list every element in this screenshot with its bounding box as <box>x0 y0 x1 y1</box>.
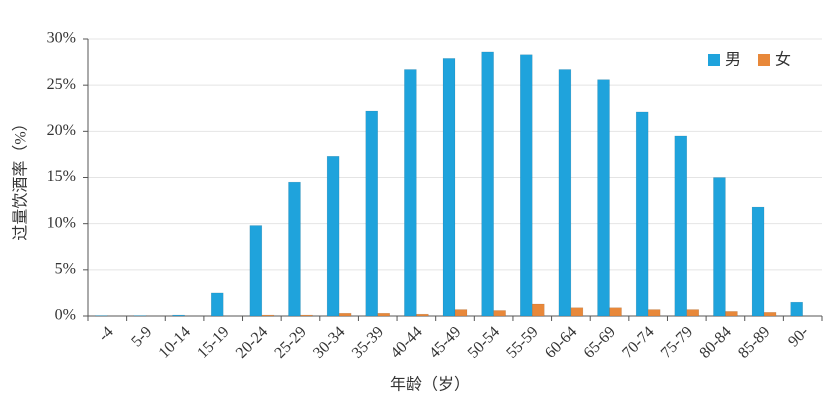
x-tick-label: 50-54 <box>465 323 503 361</box>
bar <box>520 54 533 317</box>
bar <box>454 309 468 317</box>
y-tick-label: 0% <box>55 307 76 324</box>
x-tick-label: 10-14 <box>156 323 194 361</box>
bar <box>635 111 649 317</box>
bar <box>493 310 506 317</box>
x-tick-label: 5-9 <box>128 323 155 350</box>
bar <box>365 110 378 317</box>
legend-swatch <box>758 54 770 66</box>
x-tick-label: -4 <box>95 323 116 344</box>
bar <box>597 79 610 317</box>
bar <box>532 303 545 317</box>
y-tick-label: 15% <box>47 168 76 185</box>
bar <box>442 58 456 317</box>
y-tick-label: 10% <box>47 214 76 231</box>
bar <box>172 314 185 317</box>
x-tick-label: 65-69 <box>581 323 619 361</box>
x-tick-label: 35-39 <box>349 323 387 361</box>
bar <box>210 292 224 317</box>
bar <box>326 156 340 317</box>
bar <box>647 309 661 317</box>
x-tick-label: 30-34 <box>310 323 348 361</box>
x-tick-label: 80-84 <box>696 323 734 361</box>
x-tick-label: 60-64 <box>542 323 580 361</box>
bar <box>377 312 390 317</box>
x-tick-label: 90- <box>785 323 812 350</box>
legend-label: 女 <box>775 50 791 69</box>
bar <box>249 225 263 317</box>
bar <box>686 309 700 317</box>
bar <box>261 314 275 317</box>
bar <box>763 312 777 317</box>
bar <box>713 177 726 317</box>
bar <box>609 307 622 317</box>
x-tick-label: 85-89 <box>735 323 773 361</box>
x-tick-label: 40-44 <box>387 323 425 361</box>
legend-label: 男 <box>725 52 741 69</box>
bar <box>558 69 572 317</box>
bar <box>790 301 803 317</box>
x-tick-label: 45-49 <box>426 323 464 361</box>
legend-swatch <box>708 54 720 66</box>
x-tick-label: 25-29 <box>271 323 309 361</box>
bar <box>674 135 688 317</box>
x-tick-label: 55-59 <box>503 323 541 361</box>
x-tick-label: 20-24 <box>233 323 271 361</box>
bar <box>288 181 301 317</box>
x-axis-label: 年龄（岁） <box>390 376 470 394</box>
bar <box>751 206 765 317</box>
bar <box>404 69 417 317</box>
y-tick-label: 20% <box>47 122 76 139</box>
x-tick-label: 70-74 <box>619 323 657 361</box>
x-tick-label: 75-79 <box>658 323 696 361</box>
bar <box>300 314 313 317</box>
x-tick-label: 15-19 <box>194 323 232 361</box>
bar <box>338 312 352 317</box>
bar <box>570 307 584 317</box>
bar <box>416 313 429 317</box>
y-tick-label: 30% <box>47 30 76 47</box>
bar <box>481 51 494 317</box>
y-tick-label: 25% <box>47 76 76 93</box>
bar <box>725 311 738 317</box>
y-tick-label: 5% <box>55 261 76 278</box>
y-axis-label: 过量饮酒率（%） <box>12 115 30 240</box>
